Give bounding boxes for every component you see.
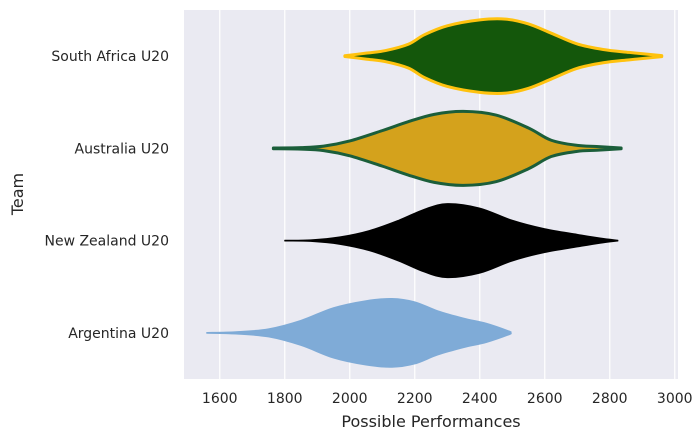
x-tick-label: 2000 <box>332 391 368 407</box>
x-tick-label: 2200 <box>397 391 433 407</box>
y-axis-title: Team <box>8 173 27 216</box>
y-tick-label: Argentina U20 <box>68 326 169 342</box>
violin-argentina-u20 <box>206 297 512 368</box>
x-tick-label: 2400 <box>462 391 498 407</box>
y-tick-label: Australia U20 <box>75 141 169 157</box>
violin-south-africa-u20 <box>343 17 664 95</box>
y-tick-label: South Africa U20 <box>51 49 169 65</box>
x-tick-label: 2800 <box>592 391 628 407</box>
y-tick-labels: South Africa U20 Australia U20 New Zealand… <box>44 49 169 342</box>
y-tick-label: New Zealand U20 <box>44 234 169 250</box>
x-tick-label: 2600 <box>527 391 563 407</box>
violins <box>206 17 664 368</box>
x-tick-label: 1600 <box>202 391 238 407</box>
violin-new-zealand-u20 <box>284 203 619 279</box>
x-tick-label: 3000 <box>657 391 693 407</box>
x-tick-label: 1800 <box>267 391 303 407</box>
x-tick-labels: 1600 1800 2000 2200 2400 2600 2800 3000 <box>202 391 693 407</box>
x-axis-title: Possible Performances <box>341 412 520 431</box>
violin-australia-u20 <box>271 109 623 187</box>
